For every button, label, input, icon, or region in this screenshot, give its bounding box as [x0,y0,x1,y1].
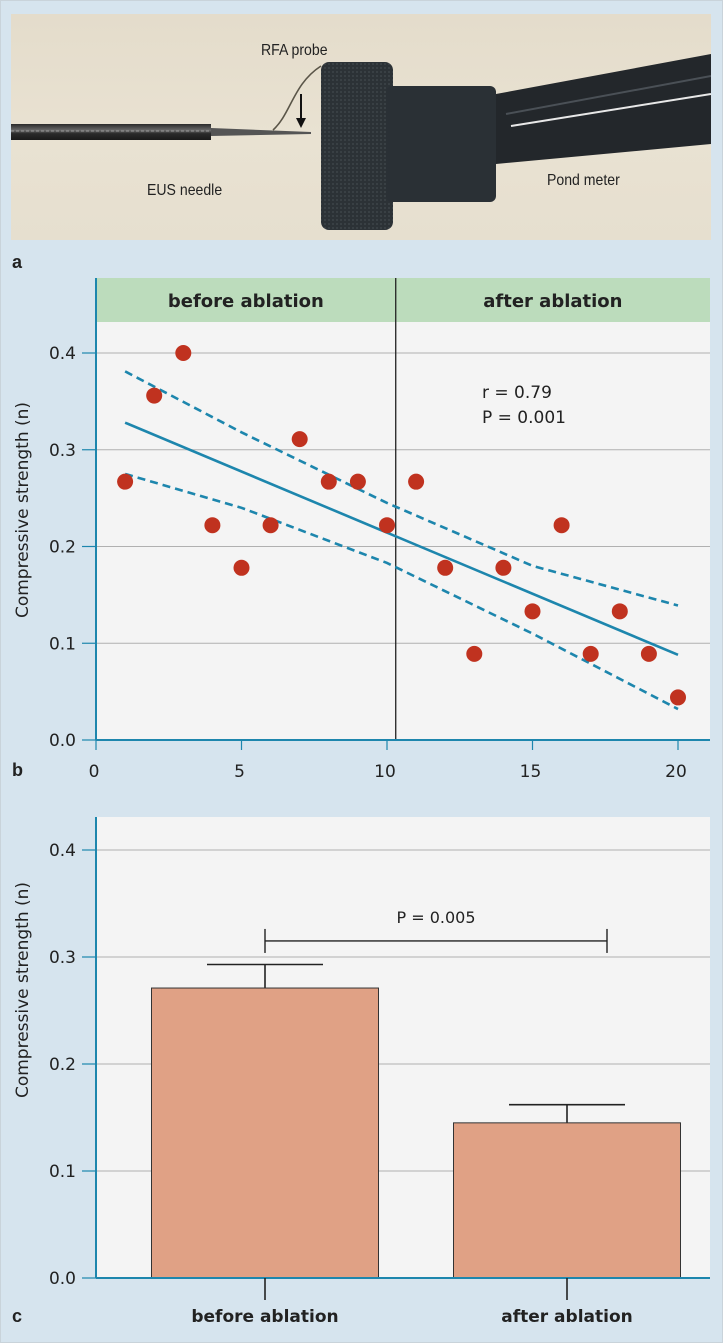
rfa-probe-wire [272,65,322,131]
data-point [408,473,425,490]
data-point [582,645,599,662]
y-tick-label: 0.0 [49,1269,76,1289]
panel-label-a: a [12,252,23,272]
device-illustration [11,54,711,230]
y-tick-label: 0.1 [49,1162,76,1182]
data-point [466,645,483,662]
bar-chart: P = 0.005 0.0 0.1 0.2 0.3 0.4 before ablatio… [13,817,710,1327]
data-points [117,345,686,706]
significance-label: P = 0.005 [396,908,475,927]
x-tick-label: 0 [89,762,100,782]
data-point [146,387,163,404]
panel-label-c: c [12,1306,23,1326]
data-point [291,431,308,448]
data-point [553,517,570,534]
data-point [495,559,512,576]
panel-label-b: b [12,760,23,780]
scatter-chart: before ablation after ablation 0.0 0.1 0.2… [13,278,710,782]
data-point [349,473,366,490]
device-photo: RFA probe EUS needle Pond meter [11,14,711,240]
axes: 0.0 0.1 0.2 0.3 0.4 [49,817,710,1300]
x-tick-label: 20 [665,762,687,782]
data-point [670,689,686,706]
data-point [117,473,134,490]
stat-p: P = 0.001 [482,408,566,428]
category-label-before: before ablation [191,1307,338,1327]
y-tick-label: 0.3 [49,441,76,461]
data-point [204,517,221,534]
pond-meter-shaft [496,54,711,164]
pond-meter-knob [321,62,393,230]
bar [151,987,379,1279]
significance-bracket [264,928,608,953]
header-before-ablation: before ablation [168,291,324,312]
rfa-probe-label: RFA probe [261,42,328,59]
y-tick-label: 0.4 [49,344,76,364]
data-point [524,603,541,620]
bar [453,1122,681,1279]
data-point [320,473,337,490]
y-tick-label: 0.0 [49,731,76,751]
header-after-ablation: after ablation [483,291,622,312]
group-header-bar [96,278,710,322]
data-point [233,559,250,576]
regression-lines [124,370,679,711]
y-tick-label: 0.2 [49,538,76,558]
gridlines [96,352,710,644]
y-tick-label: 0.2 [49,1055,76,1075]
x-tick-label: 15 [520,762,542,782]
data-point [262,517,279,534]
bars [151,963,681,1279]
data-point [175,345,192,361]
pond-meter-body [386,86,496,202]
regression-line [124,421,679,657]
eus-needle-label: EUS needle [147,182,223,199]
y-tick-label: 0.1 [49,634,76,654]
pond-meter-label: Pond meter [547,172,620,189]
x-tick-label: 10 [374,762,396,782]
category-label-after: after ablation [501,1307,633,1327]
data-point [611,603,628,620]
x-tick-label: 5 [234,762,245,782]
y-axis-label: Compressive strength (n) [13,882,33,1098]
confidence-lower-line [124,472,679,711]
confidence-upper-line [124,370,679,607]
needle-tip [211,128,311,136]
y-tick-label: 0.3 [49,948,76,968]
plot-area [96,278,710,740]
data-point [437,559,454,576]
y-axis-label: Compressive strength (n) [13,402,33,618]
y-tick-label: 0.4 [49,841,76,861]
data-point [379,517,395,534]
eus-needle-sheath [11,124,211,140]
axes: 0.0 0.1 0.2 0.3 0.4 0 5 10 15 20 [49,278,710,782]
data-point [640,645,657,662]
stat-r: r = 0.79 [482,383,552,403]
